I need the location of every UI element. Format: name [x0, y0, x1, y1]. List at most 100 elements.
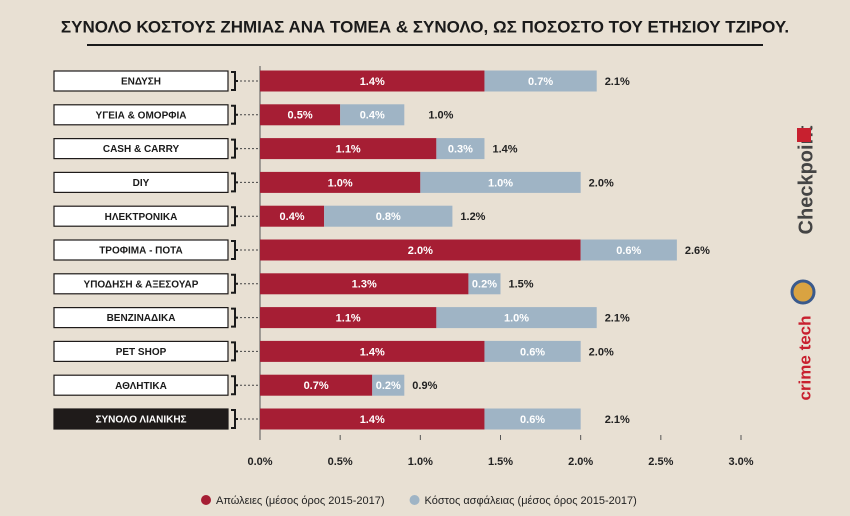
bracket [231, 104, 238, 125]
legend-label: Απώλειες (μέσος όρος 2015-2017) [216, 495, 385, 507]
value-label: 0.7% [528, 76, 553, 88]
bar-segment [484, 340, 581, 362]
bar-segment [372, 374, 405, 396]
value-label: 1.3% [352, 279, 377, 291]
value-label: 1.1% [336, 144, 361, 156]
bracket [231, 172, 238, 193]
category-label: ΤΡΟΦΙΜΑ - ΠΟΤΑ [99, 246, 183, 257]
category-box [53, 104, 229, 126]
x-tick-label: 0.5% [328, 456, 353, 468]
category-label: ΥΠΟΔΗΣΗ & ΑΞΕΣΟΥΑΡ [84, 279, 199, 290]
x-tick-label: 3.0% [728, 456, 753, 468]
total-label: 1.2% [460, 211, 485, 223]
bracket [231, 240, 238, 260]
category-box [53, 408, 229, 430]
category-label: ΕΝΔΥΣΗ [121, 77, 161, 88]
value-label: 1.0% [488, 177, 513, 189]
bar-segment [468, 273, 501, 295]
bar-segment [260, 70, 485, 92]
category-label: ΣΥΝΟΛΟ ΛΙΑΝΙΚΗΣ [95, 415, 186, 426]
value-label: 0.7% [304, 380, 329, 392]
category-label: ΗΛΕΚΤΡΟΝΙΚΑ [105, 212, 178, 223]
x-tick-label: 0.0% [247, 456, 272, 468]
bar-segment [260, 205, 325, 227]
value-label: 0.6% [520, 346, 545, 358]
bracket [231, 273, 238, 294]
total-label: 2.1% [605, 76, 630, 88]
category-label: PET SHOP [116, 347, 167, 358]
bar-segment [260, 340, 485, 362]
legend-swatch [409, 495, 420, 505]
category-label: ΒΕΝΖΙΝΑΔΙΚΑ [107, 313, 176, 324]
total-label: 2.0% [589, 177, 614, 189]
bracket [231, 71, 238, 91]
total-label: 1.0% [428, 110, 453, 122]
bar-segment [484, 408, 581, 430]
total-label: 2.6% [685, 245, 710, 257]
category-box [53, 307, 229, 329]
bracket [231, 206, 238, 227]
bar-segment [260, 374, 373, 396]
x-tick-label: 2.0% [568, 456, 593, 468]
category-label: CASH & CARRY [103, 144, 180, 155]
x-tick-label: 1.0% [408, 456, 433, 468]
bar-segment [260, 408, 485, 430]
value-label: 1.4% [360, 414, 385, 426]
category-box [53, 239, 229, 261]
bar-segment [324, 205, 453, 227]
bar-segment [260, 104, 341, 126]
category-label: DIY [133, 178, 150, 189]
value-label: 0.6% [520, 414, 545, 426]
value-label: 1.4% [360, 346, 385, 358]
bracket [231, 409, 238, 429]
total-label: 1.4% [492, 144, 517, 156]
logo: crime tech [795, 315, 814, 400]
total-label: 2.1% [605, 414, 630, 426]
category-box [53, 171, 229, 193]
value-label: 0.6% [616, 245, 641, 257]
bracket [231, 138, 238, 159]
category-label: ΑΘΛΗΤΙΚΑ [115, 381, 167, 392]
bracket [231, 307, 238, 328]
value-label: 0.4% [280, 211, 305, 223]
value-label: 1.1% [336, 313, 361, 325]
bar-segment [260, 239, 581, 261]
logo: Checkpoint [795, 125, 817, 234]
bracket [231, 375, 238, 396]
category-box [53, 340, 229, 362]
total-label: 0.9% [412, 380, 437, 392]
category-box [53, 70, 229, 92]
legend-swatch [201, 495, 211, 505]
bracket [231, 341, 238, 362]
value-label: 0.4% [360, 110, 385, 122]
value-label: 0.8% [376, 211, 401, 223]
bar-segment [436, 307, 597, 329]
logo-mark [790, 279, 816, 305]
bar-segment [260, 138, 437, 160]
bar-segment [436, 138, 485, 160]
value-label: 0.5% [288, 110, 313, 122]
logo-mark [797, 128, 811, 142]
bar-segment [260, 307, 437, 329]
value-label: 1.0% [328, 177, 353, 189]
bar-segment [260, 171, 421, 193]
bar-segment [260, 273, 469, 295]
value-label: 0.3% [448, 144, 473, 156]
x-tick-label: 1.5% [488, 456, 513, 468]
value-label: 2.0% [408, 245, 433, 257]
category-box [53, 273, 229, 295]
bar-segment [580, 239, 677, 261]
category-box [53, 138, 229, 160]
x-tick-label: 2.5% [648, 456, 673, 468]
value-label: 1.4% [360, 76, 385, 88]
value-label: 1.0% [504, 313, 529, 325]
total-label: 1.5% [509, 279, 534, 291]
value-label: 0.2% [472, 279, 497, 291]
bar-segment [484, 70, 597, 92]
category-box [53, 205, 229, 227]
bar-segment [420, 171, 581, 193]
total-label: 2.0% [589, 346, 614, 358]
category-label: ΥΓΕΙΑ & ΟΜΟΡΦΙΑ [96, 110, 187, 121]
total-label: 2.1% [605, 313, 630, 325]
